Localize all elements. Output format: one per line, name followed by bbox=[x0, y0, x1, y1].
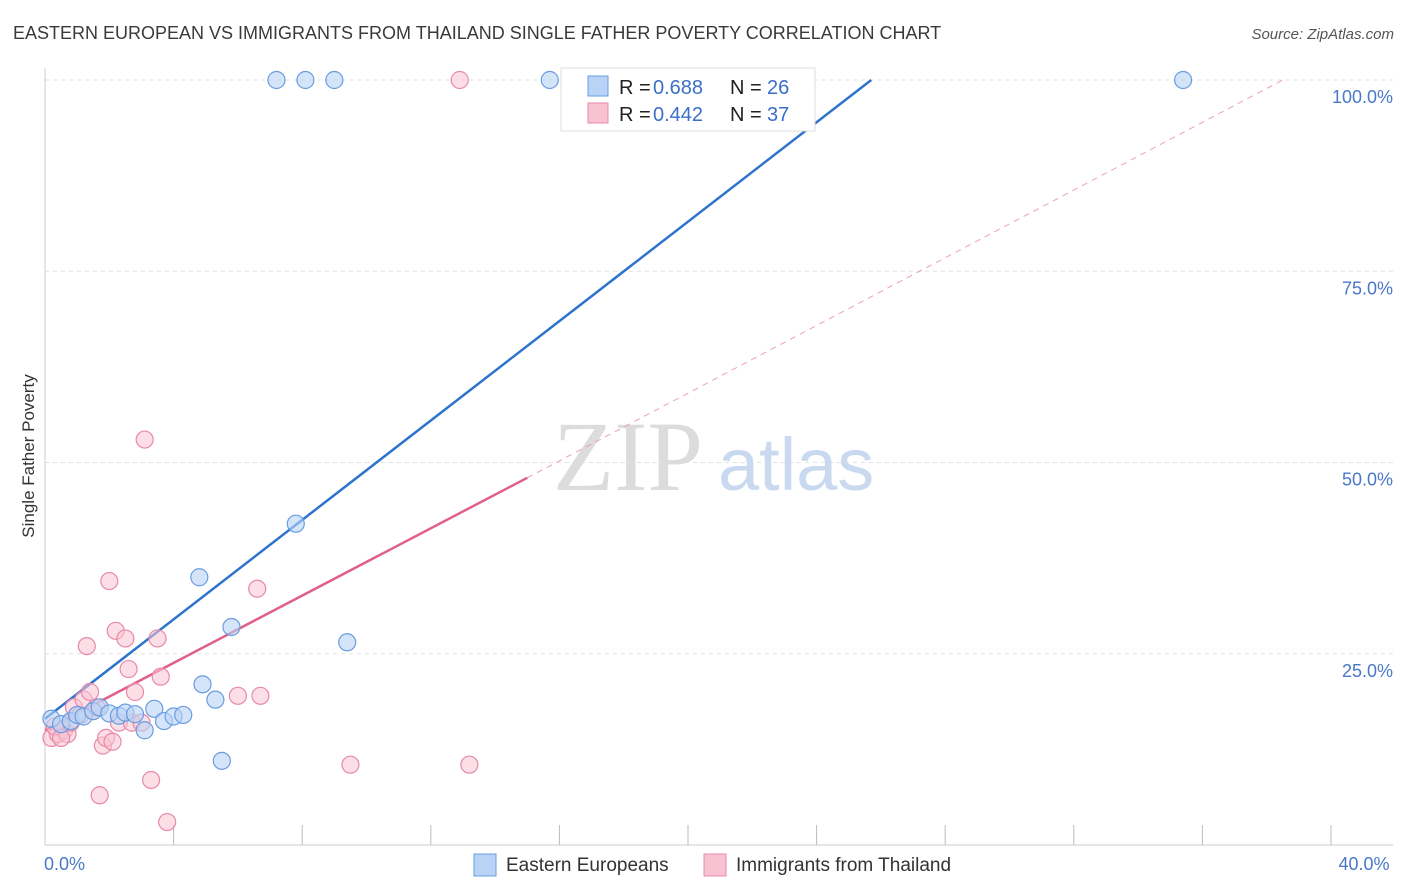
point-eastern-europeans-27 bbox=[1174, 70, 1193, 90]
trend-line-immigrants-thailand bbox=[44, 476, 528, 732]
point-immigrants-thailand-24 bbox=[135, 430, 154, 449]
stats-n-value-s1: 26 bbox=[767, 77, 789, 99]
legend-label-eastern-europeans[interactable]: Eastern Europeans bbox=[506, 855, 669, 876]
stats-r-label-s2: R = bbox=[619, 104, 651, 126]
point-immigrants-thailand-20 bbox=[119, 659, 138, 679]
bottom-legend: Eastern Europeans Immigrants from Thaila… bbox=[473, 853, 951, 877]
stats-r-value-s2: 0.442 bbox=[653, 104, 703, 126]
point-immigrants-thailand-26 bbox=[148, 629, 167, 648]
legend-label-immigrants-thailand[interactable]: Immigrants from Thailand bbox=[736, 855, 951, 876]
y-axis-label: Single Father Poverty bbox=[19, 374, 38, 538]
watermark-zip: ZIP bbox=[553, 401, 703, 512]
x-tick-label-0: 0.0% bbox=[44, 854, 85, 874]
stats-swatch-s1 bbox=[587, 75, 609, 97]
point-immigrants-thailand-12 bbox=[90, 786, 109, 805]
stats-swatch-s2 bbox=[587, 102, 609, 124]
stats-n-label-s1: N = bbox=[730, 77, 762, 99]
point-immigrants-thailand-15 bbox=[100, 571, 119, 591]
point-immigrants-thailand-28 bbox=[158, 812, 177, 832]
stats-r-label-s1: R = bbox=[619, 77, 651, 99]
point-immigrants-thailand-32 bbox=[341, 755, 360, 774]
point-immigrants-thailand-27 bbox=[151, 667, 170, 686]
point-immigrants-thailand-25 bbox=[141, 770, 161, 790]
y-tick-label-2: 75.0% bbox=[1342, 278, 1393, 298]
stats-r-value-s1: 0.688 bbox=[653, 77, 703, 99]
point-eastern-europeans-12 bbox=[145, 699, 164, 718]
x-axis-ticks: 0.0% 40.0% bbox=[44, 825, 1390, 874]
point-eastern-europeans-26 bbox=[540, 70, 559, 90]
point-eastern-europeans-21 bbox=[267, 70, 286, 90]
x-tick-label-1: 40.0% bbox=[1338, 854, 1389, 874]
point-immigrants-thailand-22 bbox=[125, 682, 145, 702]
point-eastern-europeans-15 bbox=[174, 705, 193, 725]
point-immigrants-thailand-8 bbox=[77, 636, 96, 656]
stats-n-label-s2: N = bbox=[730, 104, 762, 126]
point-eastern-europeans-22 bbox=[286, 514, 305, 533]
chart-source: Source: ZipAtlas.com bbox=[1251, 26, 1394, 43]
grid-lines bbox=[45, 79, 1393, 655]
point-immigrants-thailand-30 bbox=[248, 579, 267, 598]
point-eastern-europeans-20 bbox=[222, 617, 241, 637]
scatter-points bbox=[42, 70, 1193, 832]
trend-lines bbox=[44, 79, 1284, 732]
stats-legend: R = 0.688 N = 26 R = 0.442 N = 37 bbox=[560, 67, 816, 132]
watermark-atlas: atlas bbox=[718, 423, 874, 506]
point-immigrants-thailand-19 bbox=[116, 629, 135, 648]
point-eastern-europeans-24 bbox=[325, 70, 344, 90]
point-immigrants-thailand-31 bbox=[251, 686, 270, 705]
point-immigrants-thailand-34 bbox=[460, 755, 479, 774]
stats-n-value-s2: 37 bbox=[767, 104, 789, 126]
y-tick-label-0: 25.0% bbox=[1342, 661, 1393, 681]
y-tick-label-1: 50.0% bbox=[1342, 470, 1393, 490]
point-eastern-europeans-19 bbox=[212, 751, 231, 770]
point-eastern-europeans-16 bbox=[190, 568, 209, 587]
legend-swatch-immigrants-thailand[interactable] bbox=[703, 853, 727, 877]
trend-line-eastern-europeans bbox=[44, 79, 873, 720]
point-eastern-europeans-25 bbox=[338, 633, 357, 652]
point-immigrants-thailand-29 bbox=[228, 686, 247, 705]
point-immigrants-thailand-33 bbox=[450, 70, 469, 90]
chart-title: EASTERN EUROPEAN VS IMMIGRANTS FROM THAI… bbox=[13, 23, 941, 43]
point-immigrants-thailand-9 bbox=[80, 682, 100, 702]
point-eastern-europeans-18 bbox=[206, 690, 225, 709]
point-eastern-europeans-11 bbox=[135, 721, 154, 740]
point-immigrants-thailand-16 bbox=[103, 732, 122, 751]
y-axis-tick-labels: 25.0% 50.0% 75.0% 100.0% bbox=[1332, 87, 1393, 681]
point-eastern-europeans-23 bbox=[296, 70, 315, 90]
y-tick-label-3: 100.0% bbox=[1332, 87, 1393, 107]
legend-swatch-eastern-europeans[interactable] bbox=[473, 853, 497, 877]
point-eastern-europeans-17 bbox=[193, 675, 212, 694]
point-eastern-europeans-10 bbox=[125, 705, 145, 724]
